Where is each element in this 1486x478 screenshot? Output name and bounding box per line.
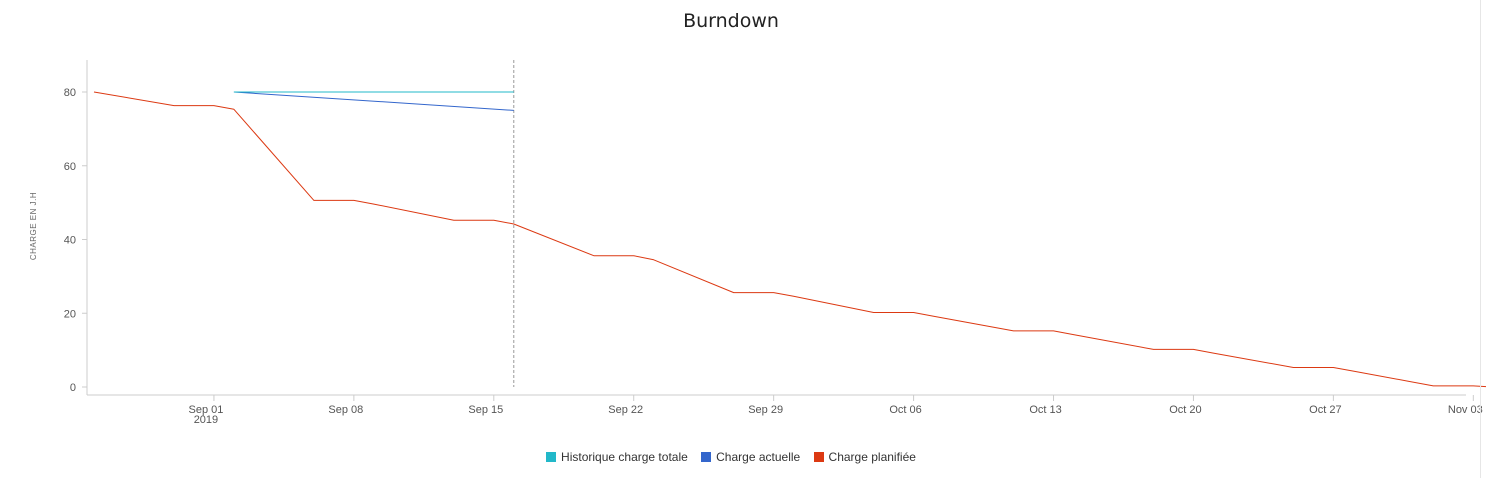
x-tick-sublabel-0: 2019 — [194, 414, 218, 426]
legend-item-actuelle[interactable]: Charge actuelle — [701, 450, 800, 464]
y-tick-label-40: 40 — [64, 235, 76, 247]
legend-label-historique: Historique charge totale — [561, 450, 688, 464]
x-tick-label-2: Sep 15 — [468, 404, 503, 416]
legend-item-planifiee[interactable]: Charge planifiée — [813, 450, 916, 464]
series-line-planifiee — [93, 91, 1486, 388]
series-line-actuelle — [233, 91, 514, 111]
y-ticks: 0 20 40 60 80 — [64, 87, 87, 394]
panel-border — [1480, 0, 1481, 478]
chart-title: Burndown — [683, 10, 779, 32]
legend-swatch-planifiee — [813, 452, 824, 462]
y-tick-label-0: 0 — [70, 382, 76, 394]
y-tick-label-80: 80 — [64, 87, 76, 99]
legend: Historique charge totale Charge actuelle… — [0, 450, 1462, 464]
y-tick-label-60: 60 — [64, 161, 76, 173]
legend-item-historique[interactable]: Historique charge totale — [546, 450, 688, 464]
x-tick-label-3: Sep 22 — [608, 404, 643, 416]
x-tick-label-9: Nov 03 — [1448, 404, 1483, 416]
x-tick-label-7: Oct 20 — [1169, 404, 1201, 416]
legend-label-actuelle: Charge actuelle — [716, 450, 801, 464]
x-tick-label-5: Oct 06 — [889, 404, 921, 416]
x-tick-label-0: Sep 01 — [189, 404, 224, 416]
x-tick-label-4: Sep 29 — [748, 404, 783, 416]
y-tick-label-20: 20 — [64, 308, 76, 320]
legend-swatch-historique — [546, 452, 557, 462]
chart-axes — [86, 60, 1466, 396]
y-axis-label: CHARGE EN J.H — [29, 192, 38, 260]
legend-swatch-actuelle — [701, 452, 712, 462]
x-tick-label-1: Sep 08 — [328, 404, 363, 416]
legend-label-planifiee: Charge planifiée — [828, 450, 916, 464]
series-layer — [93, 91, 1486, 388]
x-tick-label-8: Oct 27 — [1309, 404, 1341, 416]
x-tick-label-6: Oct 13 — [1029, 404, 1061, 416]
